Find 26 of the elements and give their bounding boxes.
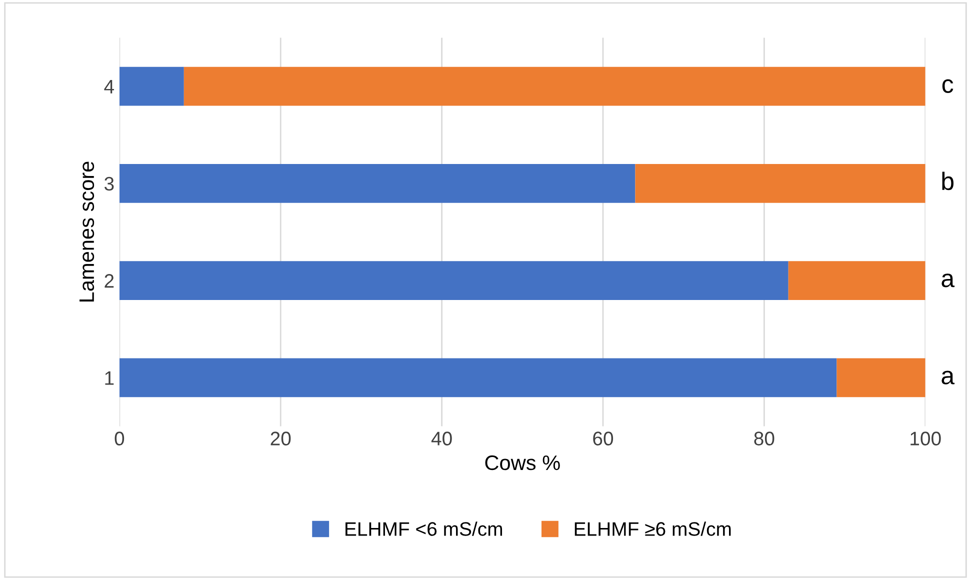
x-axis-title: Cows % [485,455,560,470]
x-tick-label: 60 [593,432,614,446]
text: c [942,79,954,93]
bar [788,261,926,300]
bar [119,66,184,106]
x-tick-label: 80 [754,432,774,446]
x-tick-label: 0 [114,432,124,446]
y-tick-label: 3 [104,176,114,191]
y-axis-title: Lamenes score [80,162,94,302]
x-tick-label: 20 [270,432,291,446]
text: a [942,274,955,288]
text: b [942,172,954,190]
y-tick-label: 2 [104,274,114,288]
bar [119,261,788,300]
y-tick-label: 4 [104,80,114,94]
y-tick-label: 1 [105,371,114,385]
bar [184,66,926,106]
x-tick-label: 100 [910,432,941,446]
bar [119,358,837,398]
bar [119,164,636,203]
text: a [942,370,955,384]
x-tick-label: 40 [431,432,452,446]
legend-label: ELHMF ≥6 mS/cm [574,522,731,536]
bar [836,358,926,398]
legend-label: ELHMF <6 mS/cm [346,522,502,536]
bar [635,164,926,203]
